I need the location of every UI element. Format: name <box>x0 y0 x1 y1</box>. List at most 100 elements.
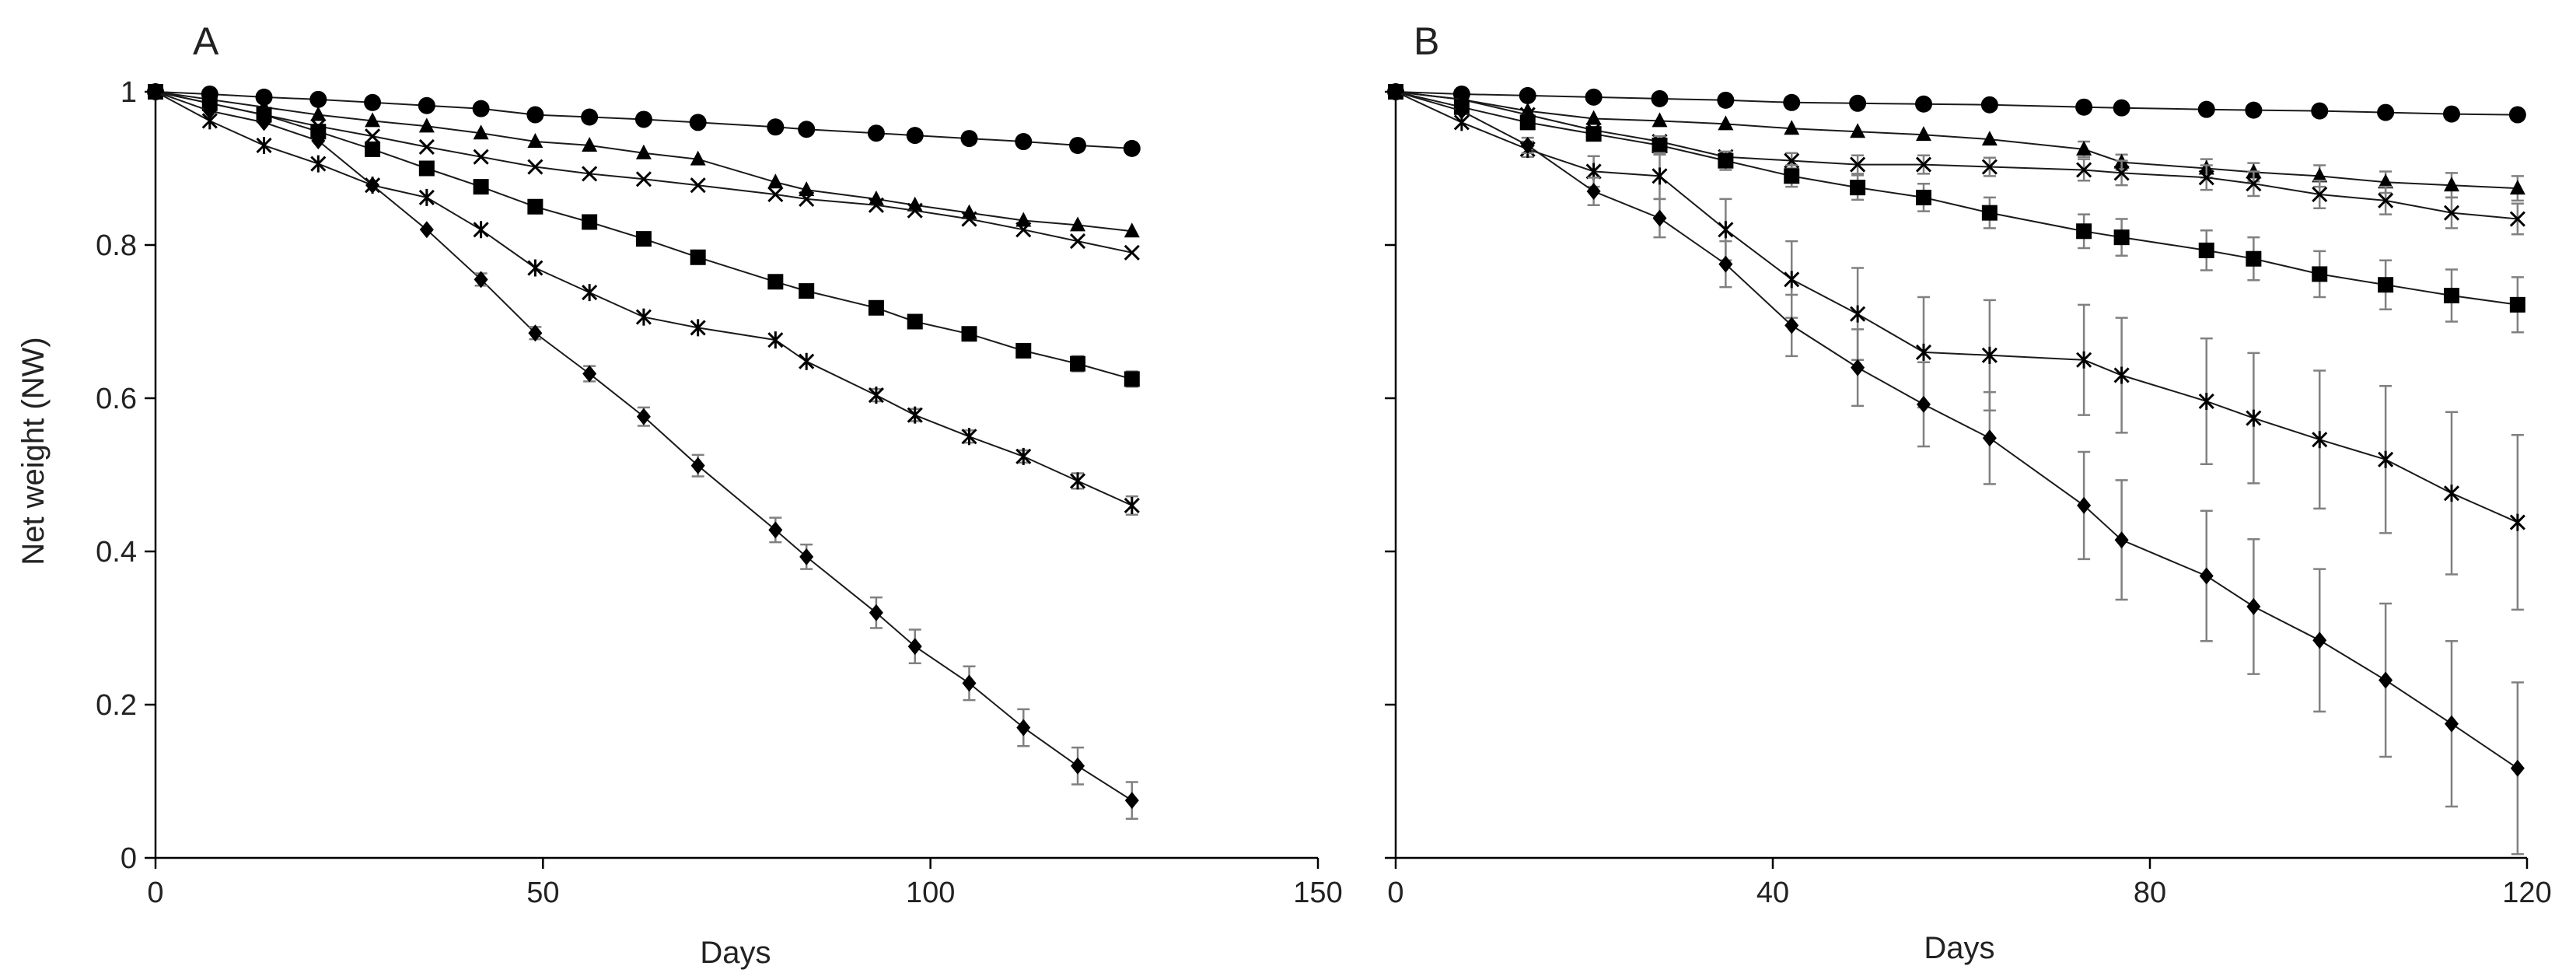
x-tick-label-b: 40 <box>1756 877 1789 909</box>
panel-letter-a: A <box>193 19 219 63</box>
data-point-x-a <box>635 171 652 187</box>
series-line-diamond-a <box>155 91 1133 801</box>
data-point-diamond-a <box>474 271 488 289</box>
data-point-triangle-b <box>2444 177 2459 192</box>
data-point-circle-b <box>1651 89 1669 107</box>
data-point-square-b <box>2444 288 2459 304</box>
series-circle-b <box>1387 83 2526 124</box>
data-point-x-b <box>1981 159 1998 175</box>
data-point-diamond-a <box>799 548 814 565</box>
data-point-x-a <box>690 177 706 194</box>
data-point-diamond-a <box>1016 719 1031 737</box>
data-point-diamond-b <box>1982 429 1997 447</box>
data-point-asterisk-a <box>868 387 884 404</box>
x-axis-title-b: Days <box>1924 931 1994 965</box>
data-point-circle-b <box>1980 96 1998 114</box>
data-point-x-b <box>1915 156 1932 173</box>
data-point-asterisk-b <box>1850 305 1866 323</box>
data-point-x-a <box>1015 222 1032 238</box>
data-point-asterisk-b <box>1915 343 1932 361</box>
data-point-asterisk-a <box>907 406 923 424</box>
data-point-circle-b <box>1519 86 1536 104</box>
y-tick-label-a: 0.8 <box>96 229 137 262</box>
series-line-circle-b <box>1395 91 2518 116</box>
data-point-asterisk-b <box>1652 167 1668 185</box>
data-point-diamond-a <box>149 83 163 100</box>
data-point-circle-b <box>1915 95 1932 113</box>
data-point-square-b <box>1916 189 1931 205</box>
data-point-square-b <box>1652 137 1668 153</box>
x-tick-label-b: 0 <box>1387 877 1403 909</box>
data-point-diamond-a <box>636 408 651 425</box>
data-point-triangle-b <box>1718 115 1734 131</box>
y-tick-label-a: 0.6 <box>96 383 137 415</box>
data-point-diamond-a <box>202 102 217 120</box>
data-point-x-a <box>907 202 923 219</box>
data-point-diamond-a <box>419 221 434 239</box>
data-point-circle-b <box>2075 98 2093 116</box>
data-point-x-a <box>868 197 884 213</box>
data-point-diamond-a <box>582 365 597 383</box>
data-point-square-a <box>799 283 815 299</box>
data-point-triangle-b <box>1850 123 1866 138</box>
data-point-x-b <box>1850 156 1866 173</box>
data-point-asterisk-b <box>1718 221 1734 239</box>
data-point-x-b <box>2312 186 2328 203</box>
data-point-triangle-a <box>1015 212 1032 227</box>
data-point-x-a <box>767 186 784 203</box>
data-point-asterisk-a <box>256 136 272 154</box>
series-line-triangle-b <box>1395 91 2518 190</box>
data-point-x-b <box>2246 176 2262 192</box>
series-line-x-b <box>1395 91 2518 220</box>
data-point-asterisk-b <box>2378 450 2394 468</box>
data-point-diamond-b <box>2077 496 2092 514</box>
data-point-asterisk-b <box>2443 485 2460 502</box>
data-point-square-b <box>1718 152 1734 169</box>
data-point-asterisk-a <box>310 155 327 173</box>
data-point-triangle-b <box>1784 120 1800 135</box>
data-point-circle-b <box>1849 94 1867 112</box>
data-point-diamond-b <box>1851 359 1865 376</box>
plot-area-a: 0 0.2 0.4 0.6 0.8 1 0 50 100 150 <box>96 76 1343 909</box>
series-triangle-b <box>1388 83 2525 202</box>
data-point-asterisk-b <box>2509 513 2525 531</box>
plot-area-b: 0 40 80 120 <box>1385 83 2552 909</box>
data-point-asterisk-a <box>690 319 706 337</box>
data-point-x-a <box>961 211 977 227</box>
data-point-square-b <box>2509 296 2525 313</box>
data-point-square-b <box>1519 114 1536 131</box>
x-tick-label-a: 100 <box>906 877 955 909</box>
data-point-x-b <box>2198 170 2214 186</box>
series-asterisk-a <box>147 83 1140 516</box>
data-point-triangle-a <box>799 181 815 197</box>
data-point-triangle-a <box>473 124 489 140</box>
data-point-circle-b <box>2113 99 2130 117</box>
data-point-diamond-a <box>365 177 380 194</box>
data-point-diamond-a <box>768 521 783 539</box>
series-square-a <box>148 84 1140 388</box>
data-point-triangle-a <box>1070 216 1086 232</box>
data-point-triangle-b <box>2509 180 2525 195</box>
data-point-square-b <box>2312 266 2328 282</box>
data-point-triangle-a <box>1124 222 1140 238</box>
series-line-diamond-b <box>1395 91 2518 769</box>
data-point-x-b <box>2378 192 2394 208</box>
data-point-square-a <box>582 214 598 230</box>
data-point-triangle-b <box>1585 110 1602 125</box>
data-point-circle-b <box>1585 88 1603 106</box>
series-line-square-b <box>1395 91 2518 306</box>
data-point-square-b <box>2378 277 2394 293</box>
data-point-circle-a <box>581 108 599 126</box>
x-tick-label-b: 80 <box>2134 877 2166 909</box>
data-point-diamond-b <box>1520 136 1535 154</box>
data-point-triangle-a <box>527 133 544 149</box>
data-point-x-a <box>582 166 598 182</box>
data-point-square-a <box>635 231 652 247</box>
data-point-triangle-b <box>2378 173 2394 189</box>
data-point-square-a <box>961 326 977 342</box>
data-point-diamond-b <box>2379 671 2393 689</box>
data-point-triangle-a <box>690 150 706 166</box>
data-point-square-b <box>1784 168 1800 184</box>
data-point-diamond-b <box>2312 632 2327 649</box>
